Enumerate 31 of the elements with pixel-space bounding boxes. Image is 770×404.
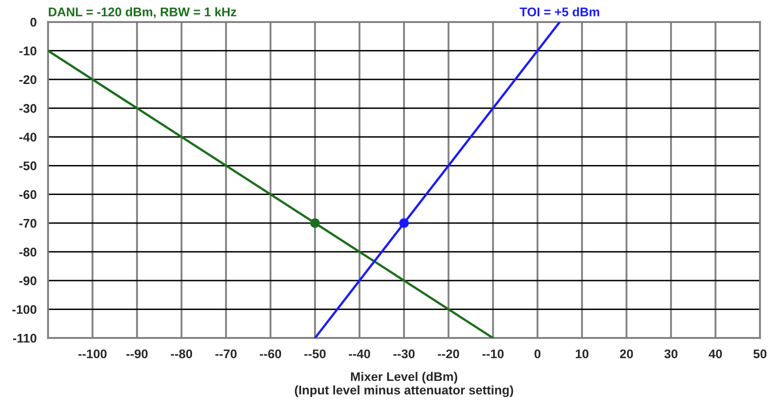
- x-tick-label: --100: [78, 349, 107, 358]
- x-tick-label: --70: [215, 349, 237, 358]
- x-tick-label: --60: [260, 349, 282, 358]
- y-tick-label: -80: [19, 248, 36, 256]
- y-tick-label: -100: [12, 305, 36, 314]
- y-tick-label: -50: [19, 161, 36, 170]
- x-tick-label: --80: [170, 349, 192, 358]
- x-tick-label: --10: [482, 349, 504, 358]
- y-tick-label: -90: [19, 276, 36, 286]
- y-tick-label: -70: [19, 218, 36, 228]
- series-label: TOI = +5 dBm: [520, 7, 600, 16]
- y-tick-label: -10: [19, 46, 36, 56]
- y-tick-label: -20: [19, 75, 36, 84]
- y-tick-label: -40: [19, 132, 36, 142]
- x-tick-label: --30: [393, 349, 415, 358]
- x-tick-label: --50: [304, 349, 326, 358]
- x-tick-label: 30: [664, 349, 678, 358]
- y-tick-label: 0: [30, 18, 36, 27]
- text: DANL = -120 dBm, RBW = 1 kHz: [48, 7, 236, 18]
- x-tick-label: --90: [126, 349, 148, 358]
- x-tick-label: 40: [708, 349, 722, 358]
- x-tick-label: --20: [438, 349, 460, 358]
- x-tick-label: 50: [753, 349, 766, 358]
- y-tick-label: -60: [19, 190, 36, 200]
- x-tick-label: 20: [620, 349, 633, 358]
- x-tick-label: 10: [576, 349, 588, 358]
- y-tick-label: -30: [19, 104, 36, 113]
- x-axis-title: Mixer Level (dBm) (Input level minus attenuator setting): [294, 372, 514, 398]
- x-tick-label: --40: [348, 349, 370, 358]
- y-tick-label: -110: [13, 334, 36, 343]
- x-tick-label: 0: [534, 349, 540, 358]
